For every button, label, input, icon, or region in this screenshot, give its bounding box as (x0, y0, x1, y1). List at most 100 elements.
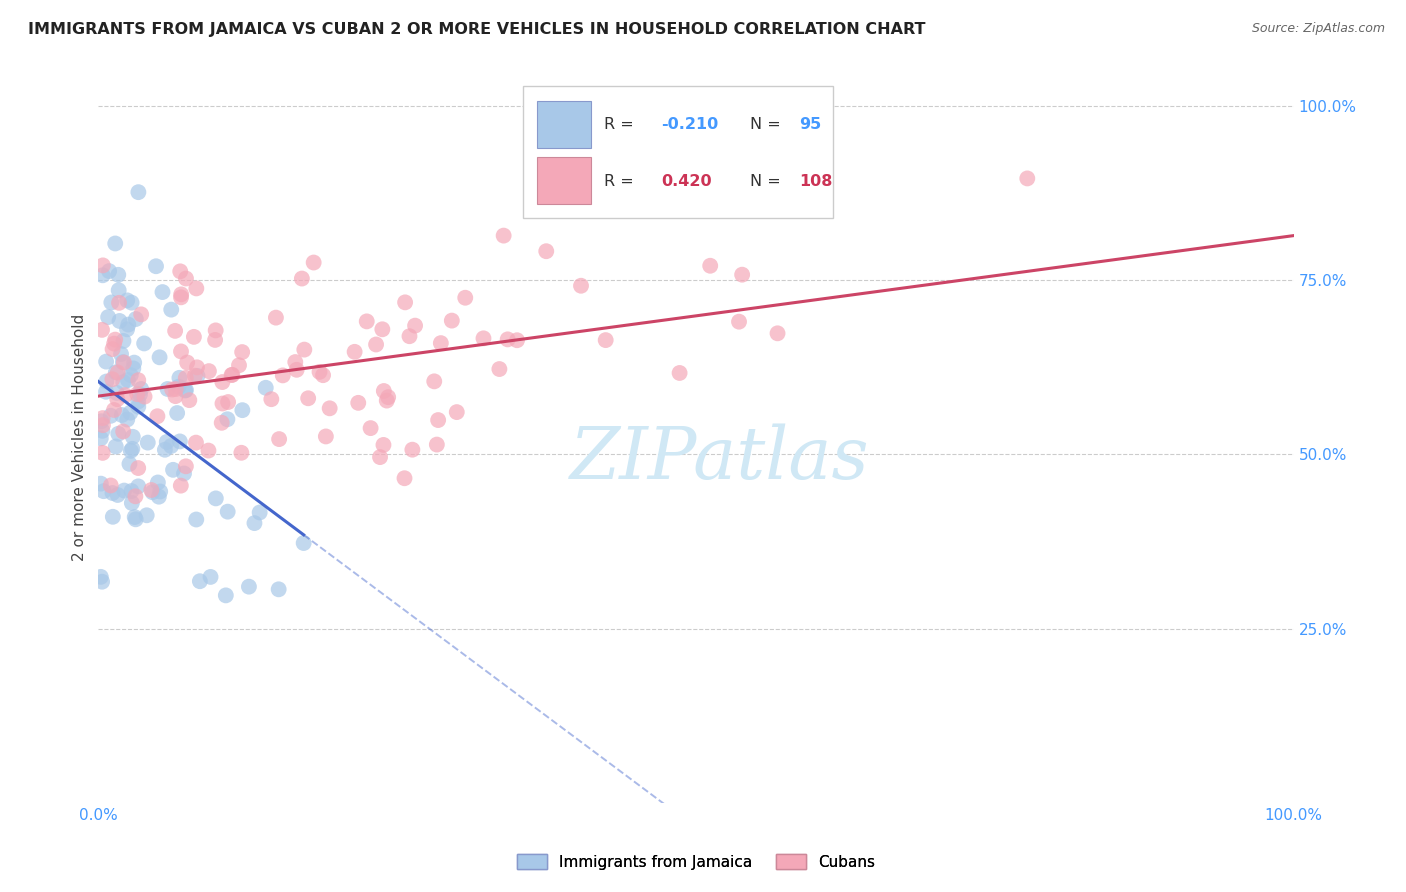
Text: 95: 95 (799, 117, 821, 132)
Point (111, 355, 134, 369)
Point (377, 390, 399, 404)
Text: 0.420: 0.420 (661, 174, 711, 188)
Point (129, 382, 152, 396)
FancyBboxPatch shape (537, 101, 591, 148)
Point (184, 435, 207, 450)
Point (302, 255, 325, 269)
Point (101, 342, 124, 356)
Point (115, 322, 138, 336)
Point (364, 337, 387, 351)
Point (211, 375, 233, 389)
Point (430, 336, 453, 351)
Point (91, 411, 114, 425)
Point (368, 450, 391, 464)
Point (269, 432, 291, 446)
Y-axis label: 2 or more Vehicles in Household: 2 or more Vehicles in Household (72, 313, 87, 561)
Point (111, 408, 134, 422)
Point (100, 478, 122, 492)
Point (117, 318, 139, 332)
Point (121, 483, 143, 498)
Point (699, 259, 721, 273)
Point (146, 475, 169, 490)
Point (136, 435, 159, 450)
Point (104, 440, 127, 454)
Point (174, 384, 197, 398)
Point (148, 490, 170, 504)
Text: R =: R = (605, 117, 638, 132)
Point (426, 437, 449, 451)
Point (173, 467, 195, 481)
Point (107, 426, 129, 441)
Point (105, 392, 128, 407)
Point (267, 582, 290, 597)
Point (728, 315, 751, 329)
Point (183, 330, 205, 344)
Point (91, 323, 114, 337)
Point (107, 488, 129, 502)
Point (96, 375, 118, 389)
Point (91, 424, 114, 438)
Point (221, 368, 243, 382)
Point (103, 403, 125, 417)
Point (104, 236, 127, 251)
Point (90, 570, 112, 584)
Point (446, 405, 468, 419)
Point (217, 395, 239, 409)
Point (90, 414, 112, 428)
Point (292, 343, 315, 357)
Point (169, 264, 191, 278)
Point (401, 442, 423, 457)
Point (101, 509, 124, 524)
Point (97, 310, 120, 324)
Point (91, 259, 114, 273)
Point (285, 363, 308, 377)
Point (249, 506, 271, 520)
Point (297, 391, 319, 405)
Point (122, 356, 145, 370)
Point (165, 324, 187, 338)
Point (371, 322, 394, 336)
Point (186, 368, 208, 383)
Point (179, 393, 201, 408)
Point (260, 392, 283, 407)
Point (198, 364, 221, 378)
FancyBboxPatch shape (523, 86, 834, 218)
Point (204, 333, 226, 347)
Point (238, 580, 260, 594)
Point (184, 368, 207, 383)
Point (117, 293, 139, 308)
Point (204, 323, 226, 337)
Point (496, 332, 519, 346)
Point (454, 291, 477, 305)
Point (427, 413, 450, 427)
Point (134, 336, 156, 351)
Point (94, 354, 117, 368)
Point (146, 409, 169, 424)
Point (394, 471, 416, 485)
Point (264, 310, 287, 325)
Point (169, 371, 191, 385)
Point (284, 355, 307, 369)
Point (121, 295, 143, 310)
Point (101, 486, 124, 500)
Point (156, 382, 179, 396)
Point (160, 383, 183, 397)
Point (211, 396, 233, 410)
Point (186, 281, 208, 295)
Point (169, 434, 191, 449)
Point (141, 483, 163, 497)
Point (488, 362, 510, 376)
Text: Source: ZipAtlas.com: Source: ZipAtlas.com (1251, 22, 1385, 36)
Point (127, 185, 149, 199)
Point (121, 496, 143, 510)
Point (118, 457, 141, 471)
Point (165, 389, 187, 403)
Point (398, 329, 420, 343)
Point (120, 443, 142, 458)
Point (170, 344, 193, 359)
Point (394, 295, 416, 310)
Point (308, 365, 330, 379)
Point (373, 438, 395, 452)
Point (166, 406, 188, 420)
Point (243, 516, 266, 530)
